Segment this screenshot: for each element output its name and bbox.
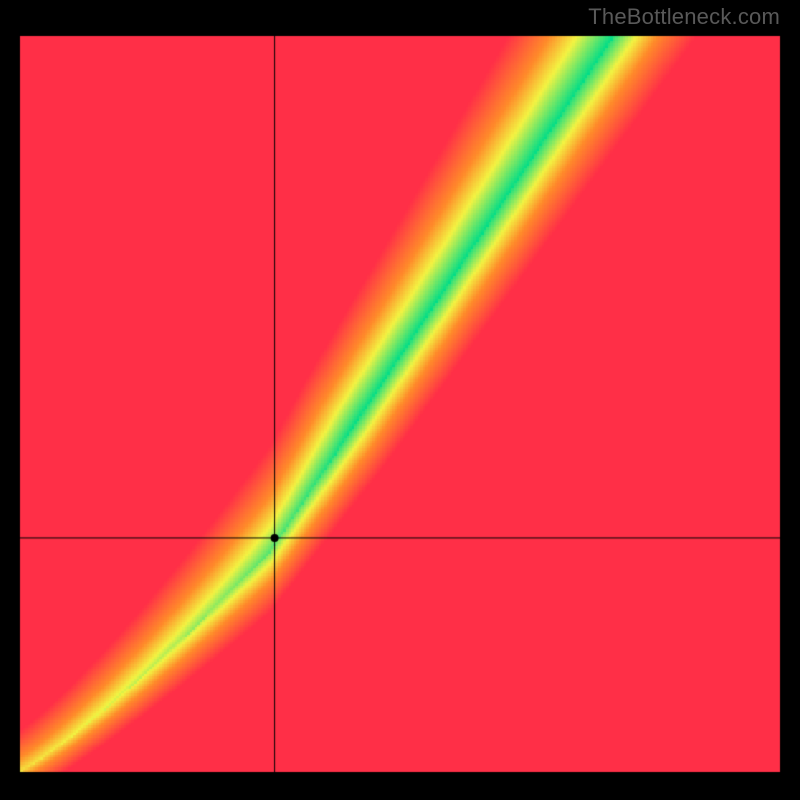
chart-container: TheBottleneck.com <box>0 0 800 800</box>
watermark-text: TheBottleneck.com <box>588 4 780 30</box>
bottleneck-heatmap <box>0 0 800 800</box>
